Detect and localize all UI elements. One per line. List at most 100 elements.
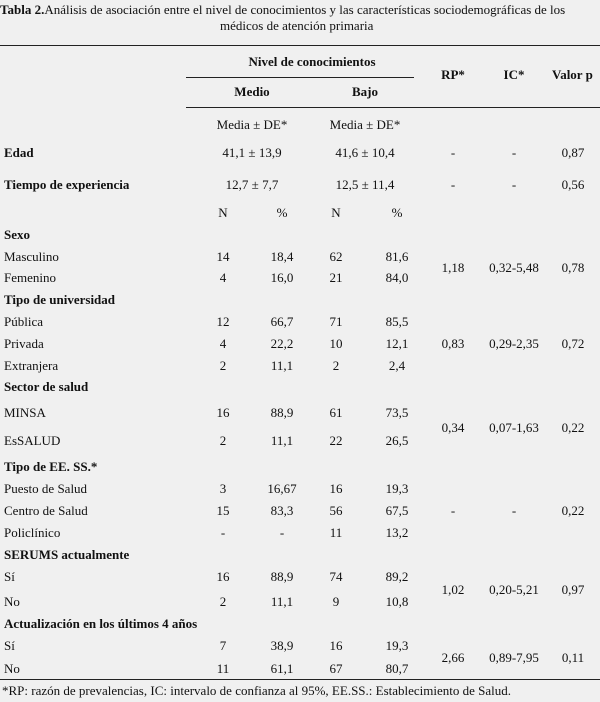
row-label: Centro de Salud (4, 503, 88, 518)
cell-n2: 2 (332, 358, 340, 373)
cell-p1: 11,1 (270, 433, 294, 448)
header-valor-p: Valor p (552, 67, 593, 82)
group-title: Actualización en los últimos 4 años (4, 616, 198, 631)
header-rp: RP* (441, 67, 465, 82)
np-header-n1: N (218, 205, 228, 220)
footnote: *RP: razón de prevalencias, IC: interval… (2, 683, 512, 698)
group-ic: - (511, 503, 517, 518)
cell-p2: 73,5 (385, 405, 409, 420)
group-ic: 0,07-1,63 (489, 420, 539, 435)
cell-p1: 16,67 (267, 481, 297, 496)
cell-n1: 16 (216, 569, 230, 584)
cell-p2: 19,3 (385, 638, 409, 653)
group-title: Sexo (4, 227, 30, 242)
row-label: Sí (4, 569, 15, 584)
cell-ic: - (511, 145, 517, 160)
group-ic: 0,20-5,21 (489, 582, 539, 597)
group-p: 0,11 (561, 650, 585, 665)
cell-n2: 11 (329, 525, 343, 540)
cell-medio: 41,1 ± 13,9 (222, 145, 282, 160)
row-label: Masculino (4, 249, 59, 264)
group-title: Tipo de universidad (4, 292, 116, 307)
cell-n2: 10 (329, 336, 343, 351)
group-rp: - (450, 503, 456, 518)
header-media-bajo: Media ± DE* (329, 117, 401, 132)
cell-n2: 61 (329, 405, 343, 420)
cell-p2: 26,5 (385, 433, 409, 448)
row-label: Femenino (4, 270, 56, 285)
group-title: Tipo de EE. SS.* (4, 459, 98, 474)
cell-n2: 16 (329, 481, 343, 496)
cell-n1: 11 (216, 661, 230, 676)
cell-p1: 11,1 (270, 358, 294, 373)
cell-medio: 12,7 ± 7,7 (225, 177, 279, 192)
cell-p2: 19,3 (385, 481, 409, 496)
row-label: Privada (4, 336, 44, 351)
row-label: MINSA (4, 405, 46, 420)
group-rp: 0,34 (441, 420, 465, 435)
group-rp: 0,83 (441, 336, 465, 351)
cell-p1: 22,2 (270, 336, 294, 351)
row-label: No (4, 661, 20, 676)
cell-p2: 81,6 (385, 249, 409, 264)
cell-n1: 2 (219, 358, 227, 373)
row-label: Extranjera (4, 358, 59, 373)
cell-p2: 85,5 (385, 314, 409, 329)
cell-n1: 7 (219, 638, 227, 653)
header-bajo: Bajo (352, 84, 378, 99)
cell-rp: - (450, 145, 456, 160)
group-p: 0,78 (561, 260, 585, 275)
group-p: 0,22 (561, 420, 585, 435)
cell-n1: 16 (216, 405, 230, 420)
cell-p2: 84,0 (385, 270, 409, 285)
np-header-n2: N (331, 205, 341, 220)
group-title: Sector de salud (4, 379, 89, 394)
row-label: Puesto de Salud (4, 481, 88, 496)
group-p: 0,72 (561, 336, 585, 351)
cell-n1: 2 (219, 433, 227, 448)
cell-p1: - (279, 525, 285, 540)
table-top-rule (0, 45, 600, 46)
caption-line2: médicos de atención primaria (220, 18, 374, 33)
cell-n1: 2 (219, 594, 227, 609)
np-header-pct1: % (276, 205, 288, 220)
group-p: 0,97 (561, 582, 585, 597)
header-nivel-rule (186, 77, 414, 78)
cell-p1: 83,3 (270, 503, 294, 518)
cell-rp: - (450, 177, 456, 192)
group-ic: 0,89-7,95 (489, 650, 539, 665)
header-media-medio: Media ± DE* (216, 117, 288, 132)
cell-n2: 71 (329, 314, 343, 329)
group-ic: 0,29-2,35 (489, 336, 539, 351)
row-label: No (4, 594, 20, 609)
cell-n2: 21 (329, 270, 343, 285)
cell-n1: - (220, 525, 226, 540)
caption-label: Tabla 2. (0, 2, 45, 17)
cell-n1: 15 (216, 503, 230, 518)
cell-p2: 12,1 (385, 336, 409, 351)
cell-ic: - (511, 177, 517, 192)
row-label: Edad (4, 145, 34, 160)
cell-n2: 56 (329, 503, 343, 518)
cell-p: 0,87 (561, 145, 585, 160)
cell-p2: 80,7 (385, 661, 409, 676)
caption-line1: Análisis de asociación entre el nivel de… (44, 2, 566, 17)
header-bottom-rule (186, 107, 600, 108)
np-header-pct2: % (391, 205, 403, 220)
cell-p2: 2,4 (388, 358, 406, 373)
cell-n2: 62 (329, 249, 343, 264)
cell-p1: 16,0 (270, 270, 294, 285)
row-label: Policlínico (4, 525, 61, 540)
row-label: Pública (4, 314, 43, 329)
group-title: SERUMS actualmente (4, 547, 130, 562)
header-medio: Medio (234, 84, 270, 99)
table-caption: Tabla 2.Análisis de asociación entre el … (0, 2, 600, 33)
group-p: 0,22 (561, 503, 585, 518)
cell-p2: 10,8 (385, 594, 409, 609)
group-rp: 2,66 (441, 650, 465, 665)
cell-n2: 74 (329, 569, 343, 584)
group-rp: 1,18 (441, 260, 465, 275)
cell-bajo: 12,5 ± 11,4 (335, 177, 395, 192)
row-label: Tiempo de experiencia (4, 177, 130, 192)
header-ic: IC* (503, 67, 525, 82)
